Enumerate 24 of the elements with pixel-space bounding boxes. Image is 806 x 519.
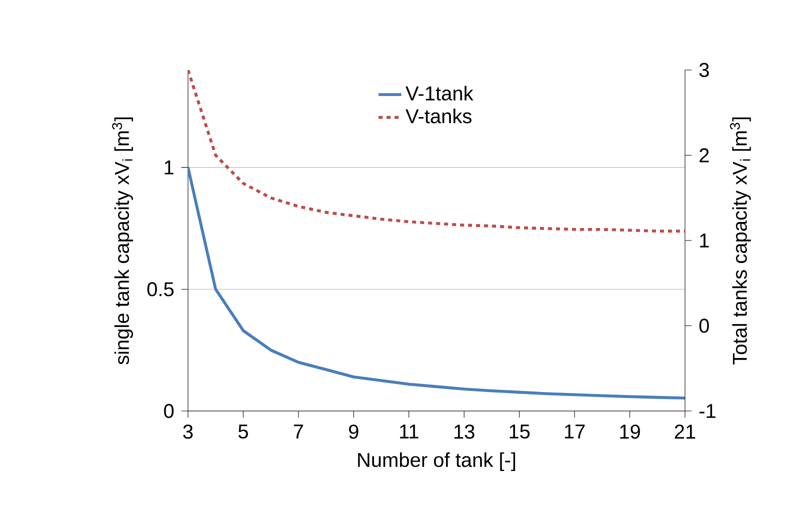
y-tick-label: 0.5	[147, 282, 174, 296]
y2-axis-title: Total tanks capacity xV$_{i}$ [m$^{3}$]	[730, 117, 751, 365]
y2-tick-label: 3	[699, 62, 709, 78]
y2-tick-label: 2	[700, 148, 709, 162]
line-series	[188, 166, 686, 400]
x-tick-label: 11	[400, 424, 418, 438]
y-axis-title: single tank capacity xV$_{i}$ [m$^{3}$]	[112, 117, 133, 364]
y2-tick-label: -1	[699, 404, 716, 418]
legend-label: V-tanks	[406, 108, 472, 124]
legend-label: V-1tank	[406, 86, 474, 101]
x-tick-label: 15	[510, 424, 530, 439]
y-tick-label: 0	[164, 404, 174, 418]
x-tick-label: 3	[183, 424, 193, 439]
x-tick-label: 5	[238, 424, 248, 439]
x-tick-label: 17	[564, 424, 585, 438]
y2-tick-label: 0	[699, 318, 709, 333]
y2-tick-label: 1	[700, 234, 709, 248]
x-tick-label: 7	[294, 424, 304, 438]
x-axis-title: Number of tank [-]	[358, 452, 516, 471]
x-tick-label: 21	[674, 424, 696, 439]
x-tick-label: 9	[349, 424, 358, 439]
x-tick-label: 19	[620, 424, 640, 439]
y-tick-label: 1	[164, 160, 174, 174]
x-tick-label: 13	[454, 424, 474, 439]
